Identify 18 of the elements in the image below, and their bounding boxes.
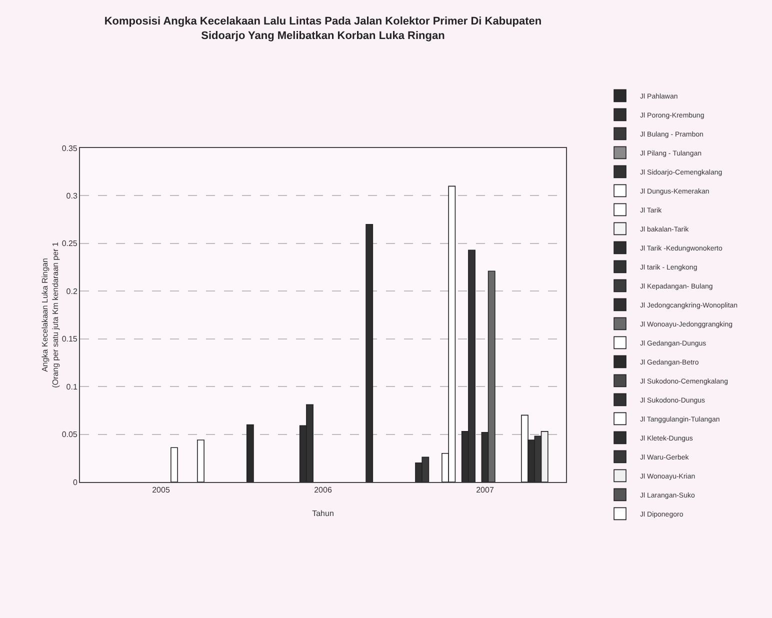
x-tick-label: 2007 [476,486,494,495]
y-tick-label: 0.25 [62,239,78,248]
x-axis-title: Tahun [312,509,334,518]
y-tick-label: 0.3 [66,192,78,201]
y-axis-title: Angka Kecelakaan Luka Ringan (Orang per satu juta Km kendaraan per 1 [40,242,60,388]
y-tick-label: 0.05 [62,430,78,440]
y-tick-label: 0.2 [66,286,78,296]
y-tick-label: 0.1 [66,382,78,392]
y-tick-label: 0.35 [62,144,78,153]
y-tick-label: 0 [72,478,78,487]
bar [366,224,374,482]
bar [170,447,178,482]
bar [197,440,204,482]
x-tick-label: 2006 [314,486,332,495]
y-tick-label: 0.15 [62,334,78,344]
bar [246,424,254,482]
x-tick-label: 2005 [152,486,170,495]
chart-title: Komposisi Angka Kecelakaan Lalu Lintas Pada Jalan Kolektor Primer Di Kabupaten Sidoarjo Yang Melibatkan Korban Luka Ringan [104,16,542,42]
